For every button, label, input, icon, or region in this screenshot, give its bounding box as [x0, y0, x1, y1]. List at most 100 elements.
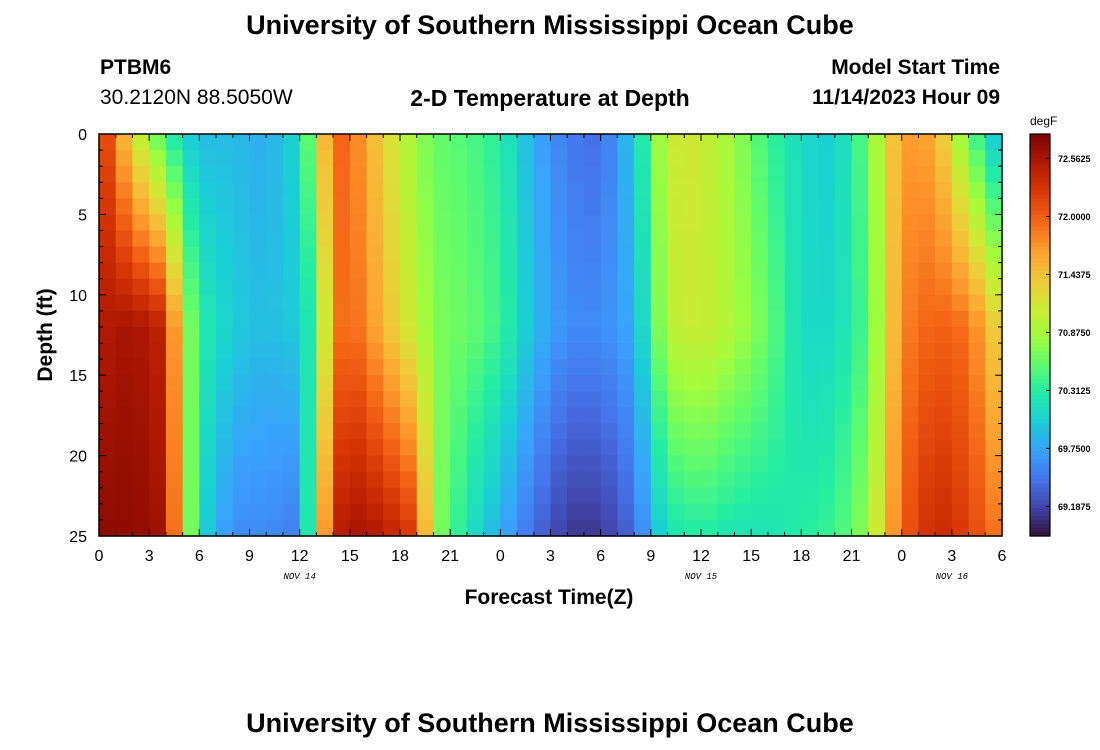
heatmap-cell — [951, 278, 970, 296]
heatmap-cell — [249, 407, 267, 425]
heatmap-cell — [199, 134, 217, 151]
heatmap-cell — [349, 423, 368, 441]
heatmap-cell — [182, 439, 200, 457]
heatmap-cell — [567, 166, 585, 183]
heatmap-cell — [533, 214, 552, 232]
heatmap-cell — [851, 278, 869, 296]
heatmap-cell — [600, 391, 618, 408]
heatmap-cell — [299, 455, 317, 473]
colorbar-swatch — [1030, 471, 1050, 477]
heatmap-cell — [115, 423, 134, 441]
heatmap-cell — [366, 423, 384, 441]
heatmap-cell — [282, 423, 301, 441]
heatmap-cell — [617, 166, 635, 183]
heatmap-cell — [717, 503, 736, 521]
heatmap-cell — [483, 166, 501, 183]
heatmap-cell — [684, 134, 702, 151]
heatmap-cell — [299, 359, 317, 376]
heatmap-cell — [634, 262, 652, 280]
heatmap-cell — [517, 343, 535, 360]
colorbar-swatch — [1030, 467, 1050, 473]
heatmap-cell — [818, 519, 836, 537]
colorbar-swatch — [1030, 435, 1050, 441]
heatmap-cell — [918, 278, 936, 296]
heatmap-cell — [149, 294, 167, 312]
heatmap-cell — [466, 230, 485, 248]
heatmap-cell — [801, 278, 819, 296]
heatmap-cell — [383, 359, 401, 376]
heatmap-cell — [868, 375, 886, 392]
heatmap-cell — [901, 407, 919, 425]
heatmap-cell — [717, 343, 736, 360]
heatmap-cell — [784, 246, 802, 264]
heatmap-cell — [684, 166, 702, 183]
heatmap-cell — [901, 455, 919, 473]
heatmap-cell — [767, 375, 786, 392]
heatmap-cell — [366, 182, 384, 199]
heatmap-cell — [165, 166, 184, 183]
heatmap-cell — [316, 343, 334, 360]
heatmap-cell — [767, 359, 786, 376]
heatmap-cell — [617, 487, 635, 505]
heatmap-cell — [968, 134, 986, 151]
colorbar-swatch — [1030, 479, 1050, 485]
heatmap-cell — [818, 262, 836, 280]
heatmap-cell — [868, 326, 886, 344]
heatmap-cell — [834, 230, 853, 248]
heatmap-cell — [282, 134, 301, 151]
heatmap-cell — [316, 423, 334, 441]
heatmap-cell — [851, 439, 869, 457]
heatmap-cell — [834, 166, 853, 183]
heatmap-cell — [818, 407, 836, 425]
colorbar-swatch — [1030, 475, 1050, 481]
heatmap-cell — [182, 519, 200, 537]
heatmap-cell — [767, 503, 786, 521]
heatmap-cell — [801, 262, 819, 280]
heatmap-cell — [634, 182, 652, 199]
heatmap-cell — [199, 423, 217, 441]
heatmap-cell — [701, 246, 719, 264]
heatmap-cell — [433, 359, 451, 376]
heatmap-cell — [600, 439, 618, 457]
heatmap-cell — [232, 423, 251, 441]
heatmap-cell — [316, 326, 334, 344]
heatmap-cell — [868, 359, 886, 376]
colorbar-swatch — [1030, 318, 1050, 324]
heatmap-cell — [684, 407, 702, 425]
heatmap-cell — [667, 359, 685, 376]
heatmap-cell — [734, 310, 752, 328]
heatmap-cell — [99, 278, 117, 296]
heatmap-cell — [433, 487, 451, 505]
heatmap-cell — [717, 407, 736, 425]
heatmap-cell — [232, 519, 251, 537]
heatmap-cell — [734, 230, 752, 248]
heatmap-cell — [400, 150, 418, 167]
colorbar-swatch — [1030, 491, 1050, 497]
heatmap-cell — [667, 471, 685, 489]
heatmap-cell — [99, 503, 117, 521]
heatmap-cell — [701, 503, 719, 521]
heatmap-cell — [132, 471, 150, 489]
heatmap-cell — [968, 150, 986, 167]
heatmap-cell — [884, 310, 903, 328]
heatmap-cell — [99, 214, 117, 232]
heatmap-cell — [182, 343, 200, 360]
heatmap-cell — [216, 134, 234, 151]
heatmap-cell — [115, 439, 134, 457]
heatmap-cell — [433, 519, 451, 537]
heatmap-cell — [349, 375, 368, 392]
heatmap-cell — [717, 134, 736, 151]
heatmap-cell — [985, 343, 1003, 360]
heatmap-cell — [751, 166, 769, 183]
y-axis: 0 5 10 15 20 25 — [69, 127, 1002, 546]
heatmap-cell — [901, 343, 919, 360]
heatmap-cell — [433, 150, 451, 167]
heatmap-cell — [985, 134, 1003, 151]
heatmap-cell — [199, 326, 217, 344]
heatmap-cell — [249, 439, 267, 457]
heatmap-cell — [199, 278, 217, 296]
heatmap-cell — [333, 310, 351, 328]
heatmap-cell — [266, 326, 284, 344]
heatmap-cell — [266, 294, 284, 312]
heatmap-cell — [115, 262, 134, 280]
